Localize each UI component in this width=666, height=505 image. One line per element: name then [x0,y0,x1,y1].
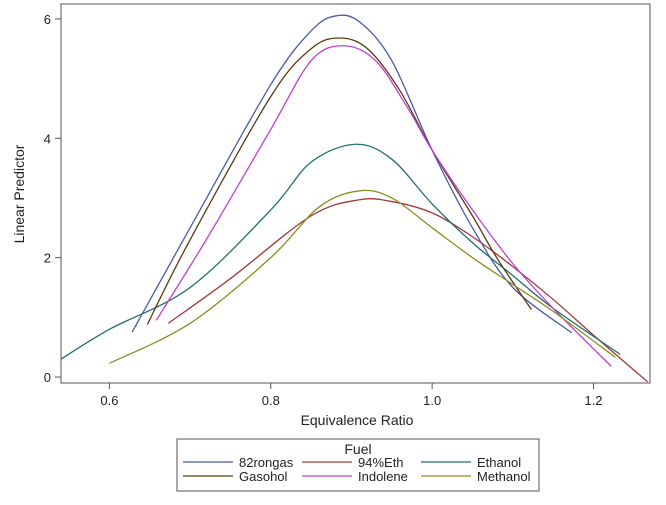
series-line-94-eth [167,198,649,383]
series-line-ethanol [60,143,621,360]
x-tick-label: 0.6 [100,393,118,408]
legend-label-94-eth: 94%Eth [358,455,404,470]
y-tick-label: 6 [44,12,51,27]
legend-label-indolene: Indolene [358,469,408,484]
legend-label-methanol: Methanol [477,469,531,484]
legend-label-82rongas: 82rongas [239,455,294,470]
legend-box [176,438,540,492]
y-axis: 0 2 4 6 [44,12,61,385]
series-line-indolene [155,45,612,367]
x-tick-label: 0.8 [262,393,280,408]
y-tick-label: 0 [44,370,51,385]
y-axis-label: Linear Predictor [11,144,27,243]
legend-title: Fuel [344,441,371,457]
series-lines [60,14,649,383]
x-axis: 0.6 0.8 1.0 1.2 [100,383,603,408]
legend-label-gasohol: Gasohol [239,469,288,484]
series-line-82rongas [131,14,573,334]
y-tick-label: 2 [44,251,51,266]
series-line-gasohol [146,37,532,325]
y-tick-label: 4 [44,131,51,146]
x-axis-label: Equivalence Ratio [301,412,414,428]
x-tick-label: 1.2 [584,393,602,408]
series-line-methanol [109,189,616,364]
legend-items: 82rongas 94%Eth Ethanol Gasohol Indolene Meth… [183,455,531,484]
x-tick-label: 1.0 [423,393,441,408]
plot-area-frame [60,3,651,384]
legend-label-ethanol: Ethanol [477,455,521,470]
